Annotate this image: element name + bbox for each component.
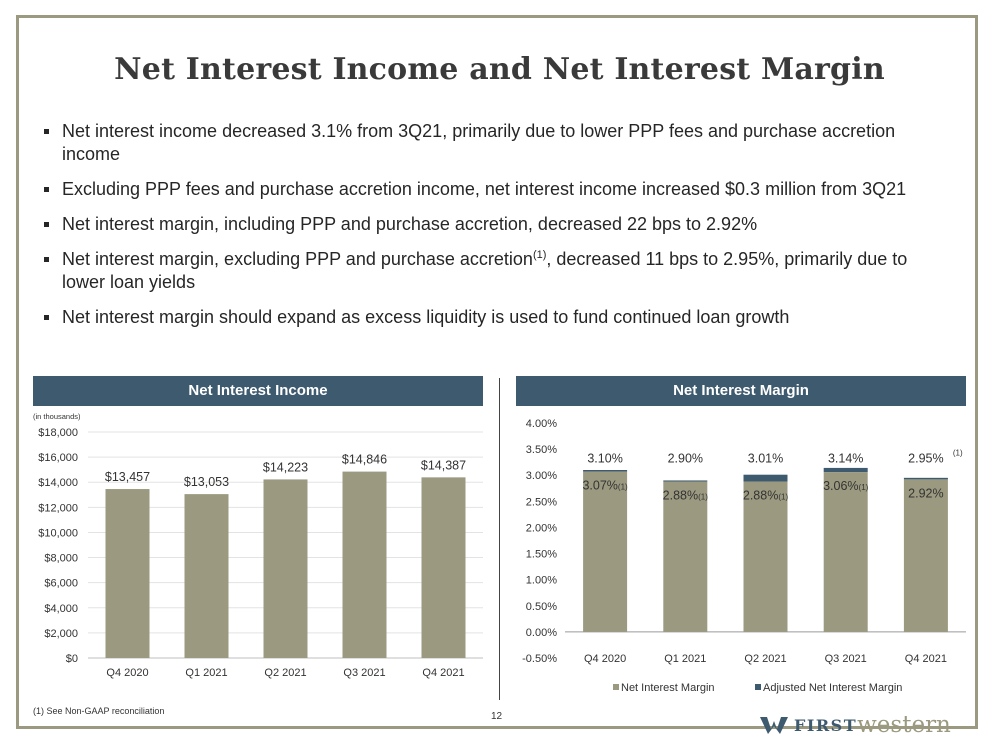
x-tick-label: Q4 2020 [584, 653, 626, 665]
bar-adjusted-nim [583, 470, 628, 472]
y-tick-label: 2.00% [526, 522, 557, 534]
bullet-item: Excluding PPP fees and purchase accretio… [42, 178, 922, 201]
y-tick-label: 1.50% [526, 549, 557, 561]
logo-word-western: western [857, 712, 951, 738]
bar-adjusted-nim [903, 477, 948, 480]
x-tick-label: Q4 2020 [106, 667, 148, 679]
legend-swatch [755, 684, 761, 690]
bullet-list: Net interest income decreased 3.1% from … [42, 120, 922, 341]
nim-footnote-mark: (1) [859, 483, 869, 492]
bar-value-label: $13,053 [184, 475, 229, 489]
nim-value-label: 2.88%(1) [663, 488, 709, 502]
bar-nii [184, 494, 229, 658]
bar-value-label: $14,846 [342, 453, 387, 467]
adjusted-nim-label: 2.90% [668, 451, 703, 465]
y-tick-label: 3.50% [526, 444, 557, 456]
nim-value-label: 3.06%(1) [823, 479, 869, 493]
chart-divider [499, 378, 500, 700]
unit-note: (in thousands) [33, 412, 81, 421]
slide-frame [16, 15, 978, 729]
bar-value-label: $13,457 [105, 470, 150, 484]
bullet-marker [44, 222, 49, 227]
bar-nim [823, 472, 868, 632]
bar-adjusted-nim [823, 467, 868, 473]
footnote: (1) See Non-GAAP reconciliation [33, 706, 165, 716]
bar-value-label: $14,387 [421, 458, 466, 472]
bullet-marker [44, 129, 49, 134]
nim-value-label: 3.07%(1) [582, 479, 628, 493]
nim-footnote-mark: (1) [778, 492, 788, 501]
y-tick-label: $12,000 [38, 502, 78, 514]
x-tick-label: Q1 2021 [664, 653, 706, 665]
legend-label: Net Interest Margin [621, 682, 715, 694]
x-tick-label: Q2 2021 [744, 653, 786, 665]
x-tick-label: Q2 2021 [264, 667, 306, 679]
y-tick-label: $2,000 [44, 628, 78, 640]
bullet-item: Net interest income decreased 3.1% from … [42, 120, 922, 166]
x-tick-label: Q4 2021 [422, 667, 464, 679]
nim-chart-header: Net Interest Margin [516, 376, 966, 406]
y-tick-label: $14,000 [38, 477, 78, 489]
x-tick-label: Q3 2021 [825, 653, 867, 665]
bar-adjusted-nim [743, 474, 788, 482]
y-tick-label: $18,000 [38, 427, 78, 439]
y-tick-label: 3.00% [526, 470, 557, 482]
x-tick-label: Q4 2021 [905, 653, 947, 665]
bar-nii [421, 477, 466, 658]
page-title: Net Interest Income and Net Interest Mar… [114, 52, 885, 87]
adjusted-footnote-mark: (1) [953, 448, 963, 457]
bar-nim [583, 471, 628, 632]
bar-nii [342, 471, 387, 658]
bar-value-label: $14,223 [263, 460, 308, 474]
bar-adjusted-nim [663, 480, 708, 482]
y-tick-label: 0.50% [526, 601, 557, 613]
y-tick-label: 1.00% [526, 575, 557, 587]
logo-word-first: FIRST [794, 715, 858, 735]
bar-nii [105, 489, 150, 658]
bar-nii [263, 479, 308, 658]
y-tick-label: $0 [66, 653, 78, 665]
adjusted-nim-label: 2.95% [908, 451, 943, 465]
bar-nim [903, 479, 948, 632]
y-tick-label: $4,000 [44, 603, 78, 615]
y-tick-label: 0.00% [526, 627, 557, 639]
adjusted-nim-label: 3.14% [828, 451, 863, 465]
y-tick-label: -0.50% [522, 653, 557, 665]
page-number: 12 [491, 711, 503, 722]
y-tick-label: $8,000 [44, 553, 78, 565]
nim-value-label: 2.88%(1) [743, 488, 789, 502]
adjusted-nim-label: 3.10% [587, 451, 622, 465]
bullet-marker [44, 187, 49, 192]
bullet-item: Net interest margin should expand as exc… [42, 306, 922, 329]
legend-label: Adjusted Net Interest Margin [763, 682, 902, 694]
x-tick-label: Q1 2021 [185, 667, 227, 679]
legend-swatch [613, 684, 619, 690]
nim-value-label: 2.92% [908, 486, 943, 500]
bullet-item: Net interest margin, excluding PPP and p… [42, 248, 922, 294]
nim-footnote-mark: (1) [618, 483, 628, 492]
footnote-marker: (1) [532, 249, 547, 261]
x-tick-label: Q3 2021 [343, 667, 385, 679]
nii-chart-header: Net Interest Income [33, 376, 483, 406]
bullet-item: Net interest margin, including PPP and p… [42, 213, 922, 236]
y-tick-label: 4.00% [526, 418, 557, 430]
y-tick-label: $16,000 [38, 452, 78, 464]
bullet-marker [44, 315, 49, 320]
company-logo: FIRST western [760, 710, 951, 740]
bar-nim [743, 481, 788, 632]
bar-nim [663, 481, 708, 632]
logo-mark-icon [760, 717, 788, 734]
nim-footnote-mark: (1) [698, 492, 708, 501]
bullet-marker [44, 257, 49, 262]
adjusted-nim-label: 3.01% [748, 451, 783, 465]
y-tick-label: 2.50% [526, 496, 557, 508]
y-tick-label: $6,000 [44, 578, 78, 590]
y-tick-label: $10,000 [38, 527, 78, 539]
